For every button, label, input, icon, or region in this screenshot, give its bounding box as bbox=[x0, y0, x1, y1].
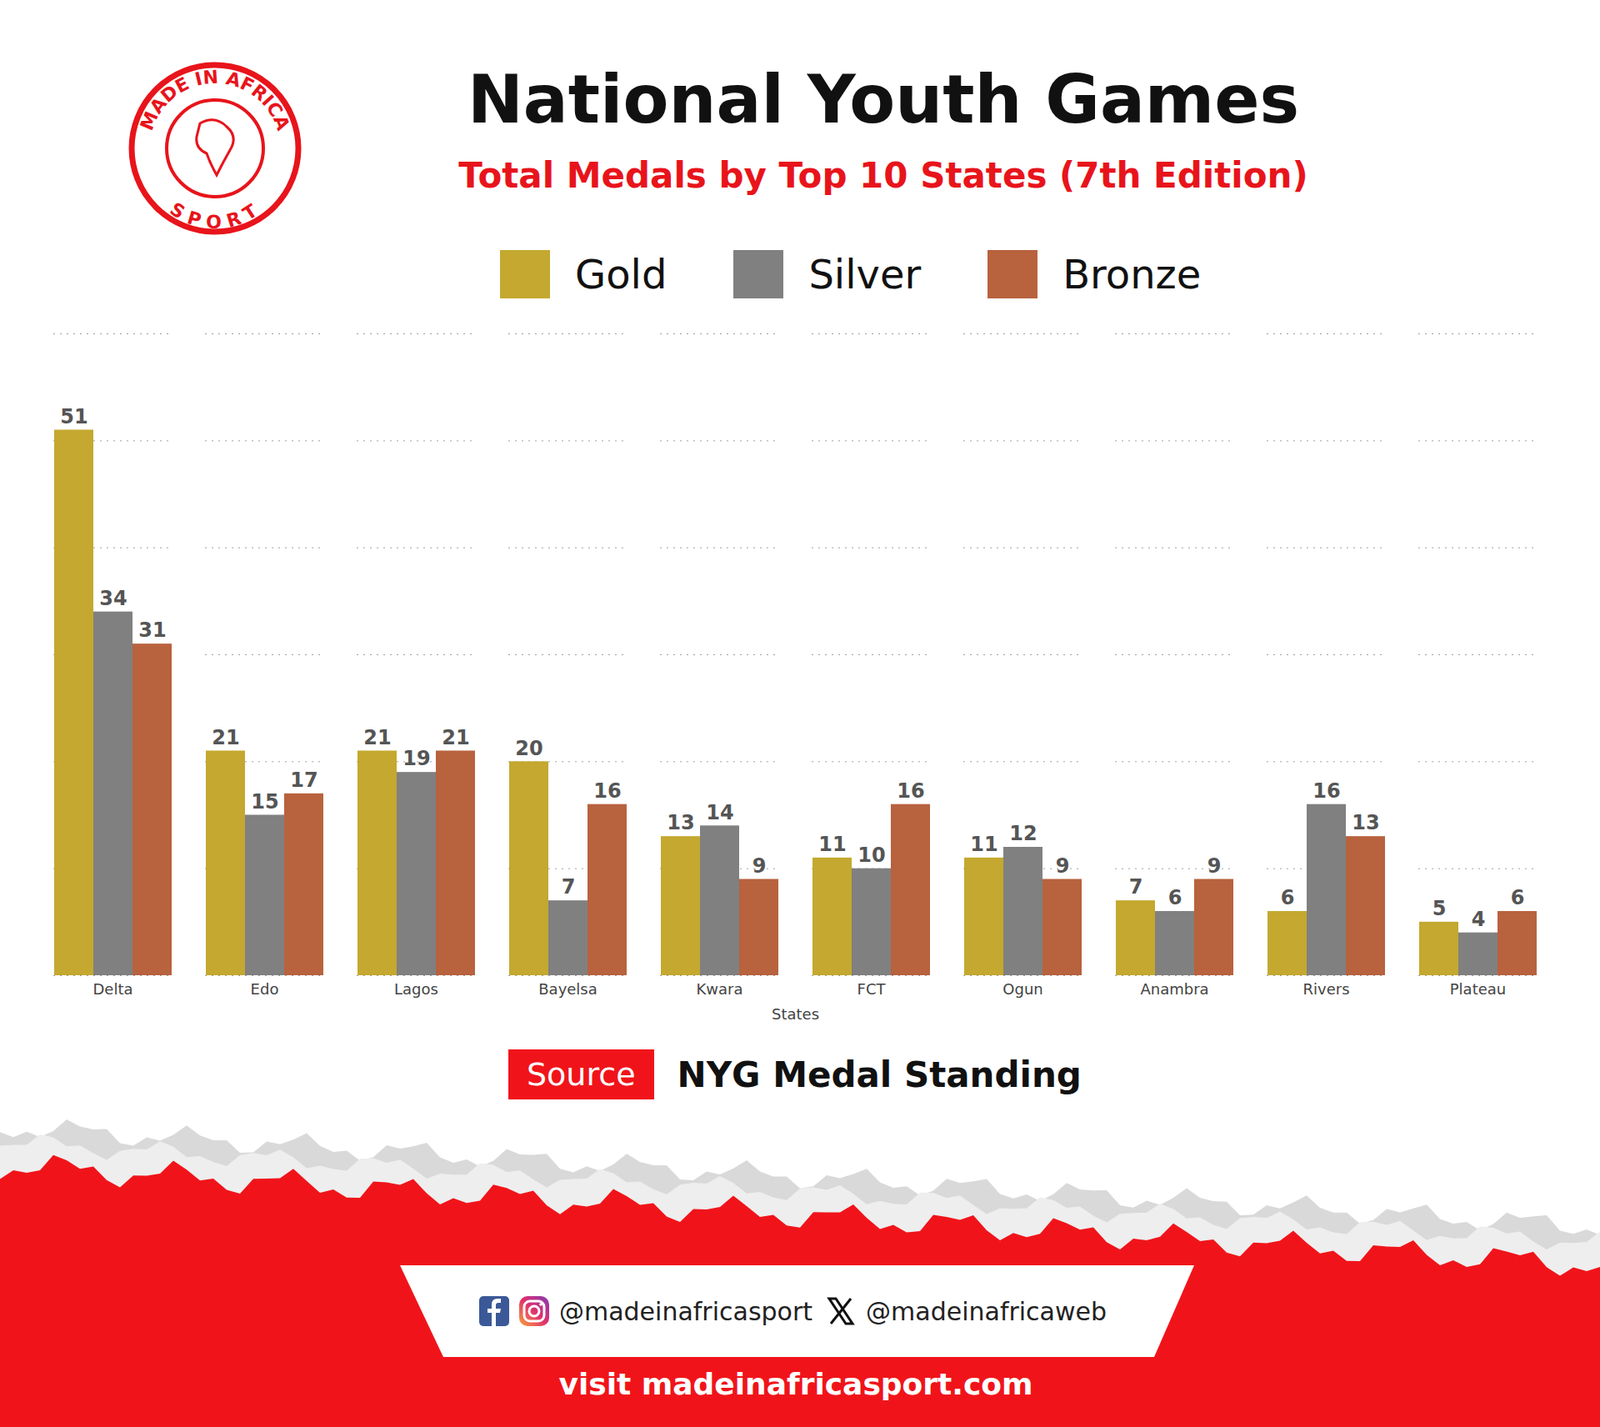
svg-text:Delta: Delta bbox=[92, 980, 133, 998]
svg-text:Kwara: Kwara bbox=[696, 980, 744, 998]
html-text:@madeinafricasport: @madeinafricasport bbox=[559, 1296, 813, 1326]
svg-text:MADE IN AFRICA: MADE IN AFRICA bbox=[135, 66, 294, 134]
svg-text:51: 51 bbox=[60, 405, 88, 429]
svg-text:21: 21 bbox=[363, 725, 391, 750]
svg-text:31: 31 bbox=[138, 618, 166, 642]
svg-text:16: 16 bbox=[896, 779, 925, 803]
svg-text:Bayelsa: Bayelsa bbox=[538, 980, 598, 998]
svg-text:Ogun: Ogun bbox=[1002, 980, 1043, 998]
svg-text:6: 6 bbox=[1510, 885, 1525, 910]
svg-text:16: 16 bbox=[593, 779, 621, 803]
html-text:visit madeinafricasport.com: visit madeinafricasport.com bbox=[558, 1366, 1033, 1401]
svg-text:6: 6 bbox=[1280, 885, 1295, 910]
html-text:Silver: Silver bbox=[808, 250, 921, 298]
svg-text:13: 13 bbox=[666, 810, 695, 835]
svg-text:12: 12 bbox=[1009, 821, 1037, 845]
html-text:Total Medals by Top 10 States: Total Medals by Top 10 States (7th Editi… bbox=[458, 155, 1308, 196]
svg-text:9: 9 bbox=[752, 854, 767, 878]
svg-text:States: States bbox=[771, 1005, 820, 1023]
svg-text:20: 20 bbox=[515, 736, 543, 760]
svg-text:13: 13 bbox=[1351, 810, 1380, 835]
svg-text:Edo: Edo bbox=[250, 980, 280, 998]
html-text:National Youth Games: National Youth Games bbox=[467, 60, 1300, 139]
html-text:Source: Source bbox=[526, 1055, 636, 1093]
svg-text:7: 7 bbox=[1129, 875, 1144, 899]
svg-text:15: 15 bbox=[250, 790, 279, 814]
svg-text:34: 34 bbox=[99, 586, 127, 610]
svg-text:6: 6 bbox=[1168, 885, 1183, 910]
svg-text:21: 21 bbox=[211, 725, 240, 750]
svg-text:Plateau: Plateau bbox=[1450, 980, 1506, 998]
html-text:NYG Medal Standing: NYG Medal Standing bbox=[677, 1053, 1082, 1095]
svg-text:9: 9 bbox=[1055, 854, 1070, 878]
svg-text:7: 7 bbox=[561, 875, 576, 899]
svg-text:9: 9 bbox=[1207, 854, 1222, 878]
svg-text:11: 11 bbox=[818, 832, 846, 856]
svg-text:FCT: FCT bbox=[857, 980, 887, 998]
svg-text:11: 11 bbox=[970, 832, 998, 856]
html-text:@madeinafricaweb: @madeinafricaweb bbox=[865, 1296, 1107, 1326]
html-text:Bronze: Bronze bbox=[1062, 250, 1202, 298]
svg-text:Lagos: Lagos bbox=[394, 980, 439, 998]
svg-text:16: 16 bbox=[1312, 779, 1340, 803]
svg-text:4: 4 bbox=[1471, 907, 1486, 931]
svg-text:5: 5 bbox=[1432, 896, 1447, 920]
svg-text:14: 14 bbox=[705, 800, 734, 825]
svg-text:19: 19 bbox=[402, 746, 430, 770]
html-text:Gold: Gold bbox=[575, 250, 667, 298]
svg-text:Anambra: Anambra bbox=[1140, 980, 1209, 998]
svg-text:10: 10 bbox=[857, 843, 885, 867]
svg-text:SPORT: SPORT bbox=[166, 198, 265, 233]
svg-text:Rivers: Rivers bbox=[1302, 980, 1350, 998]
svg-text:21: 21 bbox=[441, 725, 470, 750]
svg-text:17: 17 bbox=[290, 768, 318, 792]
